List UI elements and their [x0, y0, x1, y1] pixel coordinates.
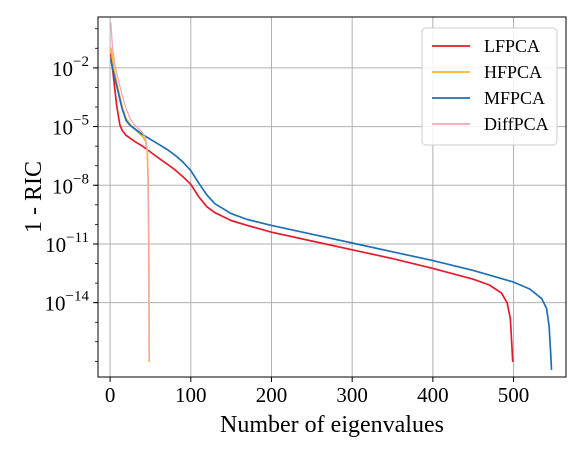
legend-label-diffpca: DiffPCA	[484, 114, 549, 134]
x-tick-label: 0	[105, 383, 116, 407]
x-tick-label: 300	[336, 383, 368, 407]
y-tick-exponent: −2	[73, 54, 89, 70]
x-tick-label: 200	[256, 383, 288, 407]
legend: LFPCA HFPCA MFPCA DiffPCA	[421, 27, 558, 146]
y-tick-exponent: −8	[73, 171, 89, 187]
y-tick-label: 10−2	[52, 54, 89, 81]
y-tick-exponent: −5	[73, 113, 89, 129]
y-tick-label: 10−11	[45, 230, 89, 257]
legend-label-lfpca: LFPCA	[484, 36, 540, 56]
y-tick-label: 10−5	[52, 113, 89, 140]
y-tick-exponent: −14	[66, 289, 90, 305]
y-tick-base: 10	[52, 57, 73, 81]
x-tick-label: 400	[417, 383, 449, 407]
series-layer	[110, 22, 553, 371]
x-axis-ticks: 0 100 200 300 400 500	[105, 377, 529, 407]
y-tick-label: 10−14	[45, 289, 90, 316]
series-line-diffpca	[110, 22, 150, 361]
legend-label-mfpca: MFPCA	[484, 88, 545, 108]
y-tick-base: 10	[45, 292, 66, 316]
y-tick-exponent: −11	[66, 230, 89, 246]
x-tick-label: 500	[498, 383, 530, 407]
plot-frame	[97, 16, 567, 378]
x-axis-label: Number of eigenvalues	[220, 412, 444, 438]
series-line-hfpca	[110, 47, 151, 363]
series-line-mfpca	[110, 59, 553, 371]
y-tick-base: 10	[52, 116, 73, 140]
y-tick-label: 10−8	[52, 171, 89, 198]
y-tick-base: 10	[52, 174, 73, 198]
y-axis-label: 1 - RIC	[21, 161, 47, 233]
series-line-lfpca	[110, 53, 514, 363]
legend-label-hfpca: HFPCA	[484, 62, 542, 82]
y-tick-base: 10	[45, 233, 66, 257]
x-tick-label: 100	[175, 383, 207, 407]
legend-box	[421, 27, 558, 146]
